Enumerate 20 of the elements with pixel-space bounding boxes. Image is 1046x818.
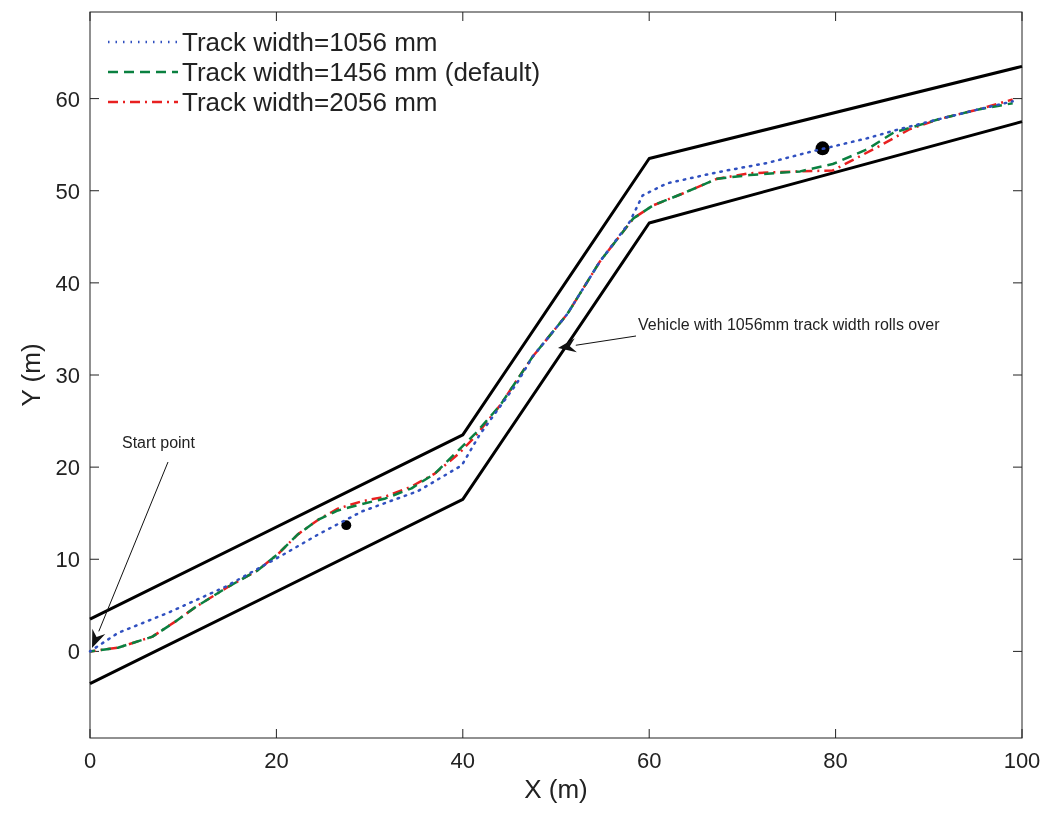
y-tick-label: 10 <box>55 547 80 573</box>
x-tick-label: 0 <box>83 748 97 773</box>
annotation: Vehicle with 1056mm track width rolls over <box>638 316 941 333</box>
y-tick-label: 60 <box>55 86 80 112</box>
y-tick-label: 40 <box>55 270 80 296</box>
annotation: Start point <box>122 434 196 451</box>
y-tick-label: 0 <box>67 639 80 665</box>
legend-label: Track width=1456 mm (default) <box>182 57 541 87</box>
y-tick-label: 20 <box>55 455 80 481</box>
x-tick-label: 80 <box>823 748 848 773</box>
x-tick-label: 60 <box>636 748 662 773</box>
x-tick-label: 100 <box>1003 748 1041 773</box>
y-axis-title: Y (m) <box>16 343 46 407</box>
x-tick-label: 20 <box>264 748 289 773</box>
x-tick-label: 40 <box>450 748 476 773</box>
x-axis-title: X (m) <box>524 774 588 804</box>
legend-label: Track width=2056 mm <box>182 87 438 117</box>
y-tick-label: 30 <box>55 363 80 388</box>
legend-label: Track width=1056 mm <box>182 27 438 57</box>
y-tick-label: 50 <box>55 178 80 204</box>
